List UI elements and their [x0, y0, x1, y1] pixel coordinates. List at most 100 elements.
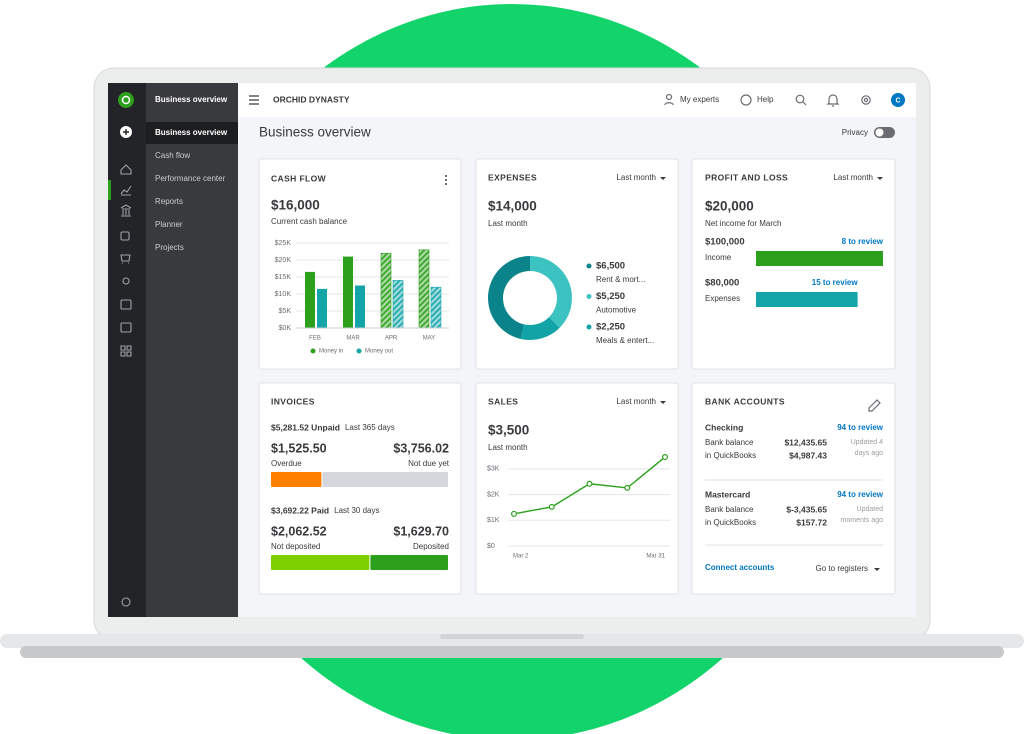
legend-swatch	[586, 324, 592, 330]
menu-icon[interactable]	[249, 95, 259, 105]
value-label: $6,500	[596, 261, 625, 272]
rail-icon[interactable]	[120, 299, 132, 310]
card-title: EXPENSES	[488, 172, 537, 182]
rail-icon[interactable]	[120, 204, 132, 217]
nav-item[interactable]: Business overview	[155, 128, 228, 137]
page-title: Business overview	[259, 125, 371, 140]
rail-icon[interactable]	[120, 185, 132, 196]
laptop-base-shadow	[20, 646, 1004, 658]
kebab-dot[interactable]	[445, 183, 447, 185]
rail-icon[interactable]	[122, 277, 130, 285]
point	[586, 480, 593, 487]
legend-swatch	[356, 348, 362, 354]
nav-item[interactable]: Projects	[155, 243, 184, 252]
review-link[interactable]: 8 to review	[842, 237, 884, 246]
point	[624, 484, 631, 491]
invoice-bar	[370, 555, 448, 570]
avatar[interactable]	[891, 93, 905, 107]
bar	[756, 292, 858, 307]
card-subtitle: Current cash balance	[271, 217, 348, 226]
legend-label: Meals & entert...	[596, 336, 654, 345]
account-name: Mastercard	[705, 489, 750, 499]
settings-icon[interactable]	[863, 97, 869, 103]
rail-icon[interactable]	[120, 254, 131, 264]
card	[475, 382, 679, 595]
notifications-icon[interactable]	[826, 94, 840, 107]
account-name: Checking	[705, 422, 743, 432]
bar	[418, 249, 430, 329]
period-dropdown[interactable]: Last month	[616, 173, 656, 182]
legend-label: Automotive	[596, 306, 637, 315]
card-amount: $3,500	[488, 423, 529, 438]
updated-note: Updated 4	[851, 439, 883, 446]
y-tick-label: $1K	[487, 517, 500, 524]
y-tick-label: $3K	[487, 466, 500, 473]
nav-item[interactable]: Cash flow	[155, 151, 190, 160]
balance-value: $-3,435.65	[786, 504, 827, 514]
dropdown-caret[interactable]	[660, 401, 666, 404]
help-icon[interactable]	[740, 94, 752, 106]
x-tick-label: Mar 2	[513, 554, 529, 560]
invoice-bar	[271, 472, 322, 487]
registers-dropdown[interactable]: Go to registers	[816, 564, 868, 573]
legend-swatch	[586, 263, 592, 269]
connect-link[interactable]: Connect accounts	[705, 563, 775, 572]
logo[interactable]	[118, 92, 134, 108]
rail-icon[interactable]	[120, 345, 132, 357]
bar	[430, 286, 442, 329]
period-dropdown[interactable]: Last month	[616, 397, 656, 406]
invoice-label: Not deposited	[271, 542, 320, 551]
bar	[317, 288, 327, 328]
kebab-dot[interactable]	[445, 179, 447, 181]
dropdown-caret[interactable]	[877, 177, 883, 180]
invoice-bar	[271, 555, 370, 570]
nav-item[interactable]: Planner	[155, 220, 183, 229]
updated-note: Updated	[857, 506, 884, 513]
experts-icon[interactable]	[665, 93, 673, 101]
invoice-amount: $1,525.50	[271, 441, 327, 455]
value-label: $100,000	[705, 237, 745, 248]
legend-swatch	[310, 348, 316, 354]
card-subtitle: Last month	[488, 219, 528, 228]
edit-icon[interactable]	[868, 399, 881, 412]
card-title: INVOICES	[271, 396, 315, 406]
rail-icon[interactable]	[120, 231, 130, 241]
kebab-dot[interactable]	[445, 175, 447, 177]
rail-icon[interactable]	[120, 322, 132, 333]
invoice-bar	[322, 472, 448, 487]
card-title: SALES	[488, 396, 518, 406]
x-tick-label: FEB	[309, 336, 321, 342]
review-link[interactable]: 94 to review	[837, 423, 884, 432]
settings-icon[interactable]	[861, 95, 871, 105]
point	[548, 503, 555, 510]
header-link[interactable]: Help	[757, 95, 774, 104]
legend-swatch	[586, 294, 592, 299]
card-subtitle: Last month	[488, 443, 528, 452]
dropdown-caret[interactable]	[874, 568, 880, 571]
nav-item[interactable]: Performance center	[155, 174, 226, 183]
nav-item[interactable]: Reports	[155, 197, 183, 206]
point	[511, 510, 518, 517]
card-amount: $16,000	[271, 198, 320, 213]
invoice-label: Not due yet	[408, 459, 450, 468]
donut-segment	[530, 256, 573, 328]
header-link[interactable]: My experts	[680, 95, 719, 104]
period-dropdown[interactable]: Last month	[833, 173, 873, 182]
search-icon[interactable]	[802, 101, 807, 106]
experts-icon[interactable]	[664, 102, 674, 106]
search-icon[interactable]	[795, 94, 805, 104]
donut-segment	[487, 255, 530, 339]
dropdown-caret[interactable]	[660, 177, 666, 180]
rail-icon[interactable]	[121, 597, 131, 607]
review-link[interactable]: 94 to review	[837, 490, 884, 499]
bar-label: Expenses	[705, 294, 740, 303]
donut-segment	[520, 317, 560, 341]
card-decorations	[445, 175, 883, 571]
balance-label: Bank balance	[705, 438, 754, 447]
invoice-amount: $3,756.02	[393, 441, 449, 455]
card-title: CASH FLOW	[271, 173, 327, 183]
rail-icons	[120, 164, 132, 607]
y-tick-label: $5K	[279, 308, 292, 315]
rail-icon[interactable]	[120, 164, 132, 175]
review-link[interactable]: 15 to review	[812, 278, 859, 287]
